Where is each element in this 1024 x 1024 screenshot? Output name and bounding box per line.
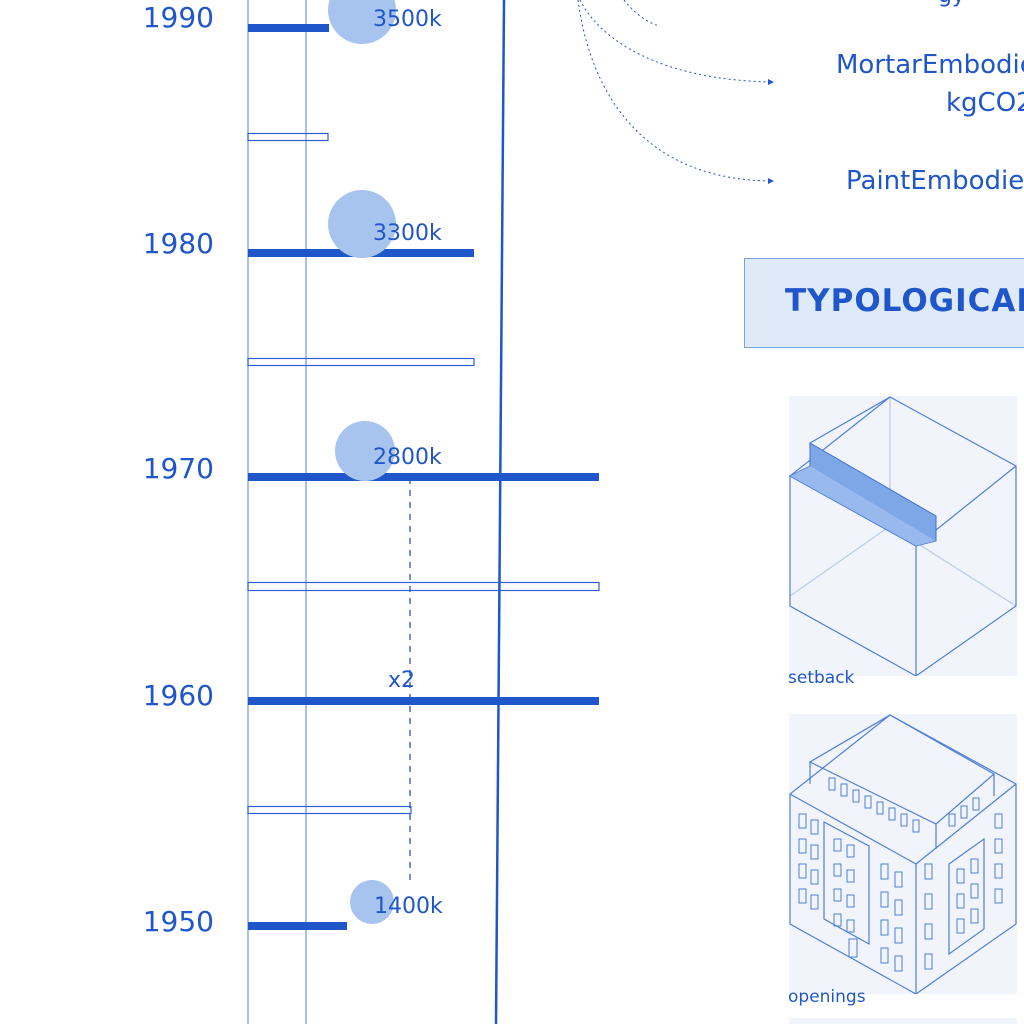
year-label-1970: 1970	[143, 452, 214, 485]
typology-card-setback[interactable]	[788, 396, 1017, 677]
half-decade-bar-1985	[247, 132, 329, 142]
population-label-1990: 3500k	[373, 7, 442, 32]
population-label-1980: 3300k	[373, 221, 442, 246]
half-decade-bar-1965	[247, 581, 600, 592]
multiplier-label: x2	[388, 668, 415, 693]
population-bubble-1990	[328, 0, 396, 44]
decade-bar-1960	[248, 697, 599, 705]
half-decade-bar-1975	[247, 357, 475, 367]
connector-curve-paint	[577, 0, 773, 182]
year-label-1960: 1960	[143, 679, 214, 712]
year-label-1980: 1980	[143, 227, 214, 260]
decade-bar-1970	[248, 473, 599, 481]
clipped-glyph: gy	[938, 0, 965, 8]
population-bubble-1950	[350, 880, 394, 924]
typological-section-banner: TYPOLOGICAL	[744, 258, 1024, 348]
paint-embodied-label: PaintEmbodie	[846, 166, 1024, 196]
typology-card-openings[interactable]	[789, 714, 1017, 995]
mortar-embodied-label: MortarEmbodie	[836, 50, 1024, 80]
typology-label-openings: openings	[788, 987, 866, 1007]
connector-curve-mortar	[579, 0, 773, 83]
arrow-head-icon	[768, 178, 774, 184]
setback-axonometric-icon	[788, 396, 1017, 677]
decade-bar-1990	[248, 24, 329, 32]
population-bubble-1970	[335, 421, 395, 481]
openings-axonometric-icon	[789, 714, 1017, 995]
decade-bar-1950	[248, 922, 347, 930]
population-bubble-1980	[328, 190, 396, 258]
typology-label-setback: setback	[788, 668, 855, 688]
mortar-unit-label: kgCO2	[946, 88, 1024, 118]
year-label-1950: 1950	[143, 905, 214, 938]
trend-line	[494, 0, 506, 1024]
population-label-1950: 1400k	[374, 894, 443, 919]
connector-curve-top	[623, 0, 661, 27]
section-title: TYPOLOGICAL	[785, 283, 1024, 319]
half-decade-bar-1955	[247, 805, 412, 815]
year-label-1990: 1990	[143, 1, 214, 34]
typology-card-partial	[789, 1018, 1017, 1024]
arrow-head-icon	[768, 79, 774, 85]
population-label-1970: 2800k	[373, 445, 442, 470]
